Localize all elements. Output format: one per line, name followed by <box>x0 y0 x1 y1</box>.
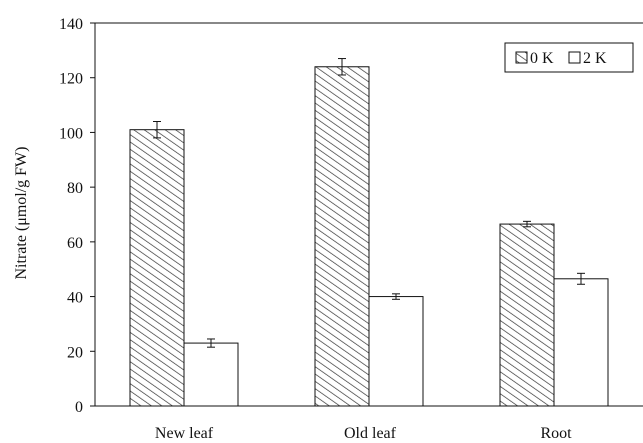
error-bars <box>153 58 585 348</box>
y-axis-label: Nitrate (μmol/g FW) <box>13 147 30 280</box>
legend-swatch-2k <box>568 51 581 64</box>
bar-0k-new-leaf <box>129 129 185 407</box>
bar-2k-new-leaf <box>183 342 239 407</box>
x-category-label: New leaf <box>155 425 214 442</box>
y-tick-label: 140 <box>59 16 83 33</box>
y-tick-label: 0 <box>75 399 83 416</box>
bar-2k-old-leaf <box>368 296 424 407</box>
y-tick-label: 20 <box>67 344 83 361</box>
bars <box>129 66 609 407</box>
y-tick-label: 120 <box>59 71 83 88</box>
bar-2k-root <box>553 278 609 407</box>
bar-0k-old-leaf <box>314 66 370 407</box>
x-category-label: Old leaf <box>344 425 397 442</box>
legend-swatch-0k <box>515 51 528 64</box>
legend-label-0k: 0 K <box>530 50 554 67</box>
x-category-label: Root <box>540 425 572 442</box>
y-tick-label: 40 <box>67 290 83 307</box>
x-axis: New leaf Old leaf Root <box>155 425 572 442</box>
y-axis: 0 20 40 60 80 100 120 140 <box>59 16 95 416</box>
y-tick-label: 80 <box>67 180 83 197</box>
y-tick-label: 100 <box>59 125 83 142</box>
legend: 0 K 2 K <box>504 42 634 73</box>
bar-0k-root <box>499 223 555 407</box>
legend-label-2k: 2 K <box>583 50 607 67</box>
y-tick-label: 60 <box>67 235 83 252</box>
